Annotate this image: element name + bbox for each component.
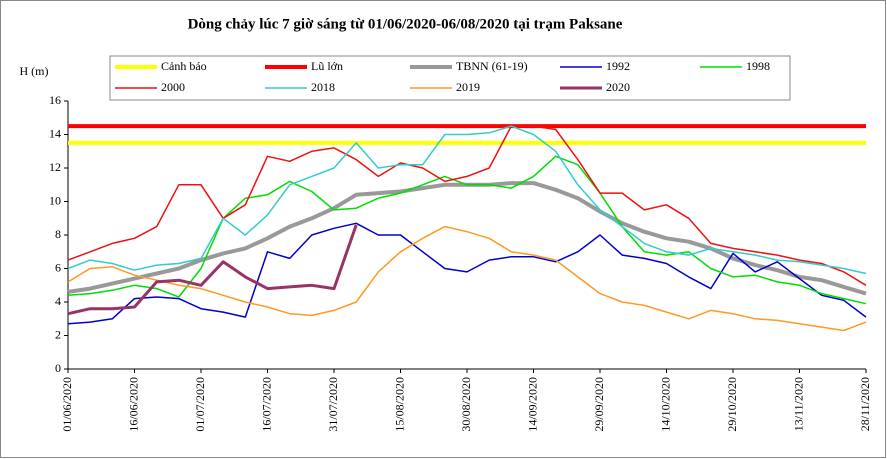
- x-tick-label: 30/08/2020: [459, 377, 473, 432]
- legend-label: 2000: [161, 80, 185, 94]
- legend-label: 2020: [606, 80, 630, 94]
- x-tick-label: 14/10/2020: [658, 377, 672, 432]
- legend-label: 2019: [456, 80, 480, 94]
- legend-label: Cảnh báo: [161, 59, 207, 73]
- y-tick-label: 6: [55, 260, 61, 274]
- x-tick-label: 16/06/2020: [126, 377, 140, 432]
- series-line: [67, 224, 358, 316]
- y-tick-label: 12: [49, 160, 61, 174]
- legend-label: 1998: [746, 59, 770, 73]
- y-axis-label: H (m): [20, 64, 49, 78]
- x-tick-label: 14/09/2020: [525, 377, 539, 432]
- y-tick-label: 2: [55, 327, 61, 341]
- y-tick-label: 0: [55, 361, 61, 375]
- series-line: [67, 125, 867, 286]
- x-tick-label: 28/11/2020: [858, 377, 872, 431]
- chart-title: Dòng chảy lúc 7 giờ sáng từ 01/06/2020-0…: [188, 16, 623, 32]
- series-line: [67, 125, 867, 275]
- x-tick-label: 16/07/2020: [259, 377, 273, 432]
- x-tick-label: 29/09/2020: [592, 377, 606, 432]
- series-line: [67, 225, 867, 332]
- y-tick-label: 16: [49, 93, 61, 107]
- legend-box: [109, 55, 791, 101]
- legend-label: TBNN (61-19): [456, 59, 528, 73]
- y-tick-label: 10: [49, 193, 61, 207]
- x-tick-label: 15/08/2020: [392, 377, 406, 432]
- x-tick-label: 31/07/2020: [326, 377, 340, 432]
- series-line: [67, 155, 867, 305]
- x-tick-label: 29/10/2020: [725, 377, 739, 432]
- legend-label: Lũ lớn: [311, 59, 343, 73]
- y-tick-label: 4: [55, 294, 61, 308]
- series-line: [67, 222, 867, 325]
- x-tick-label: 01/06/2020: [60, 377, 74, 432]
- x-tick-label: 13/11/2020: [791, 377, 805, 431]
- x-tick-label: 01/07/2020: [193, 377, 207, 432]
- legend-label: 2018: [311, 80, 335, 94]
- y-tick-label: 14: [49, 126, 61, 140]
- y-tick-label: 8: [55, 227, 61, 241]
- legend-label: 1992: [606, 59, 630, 73]
